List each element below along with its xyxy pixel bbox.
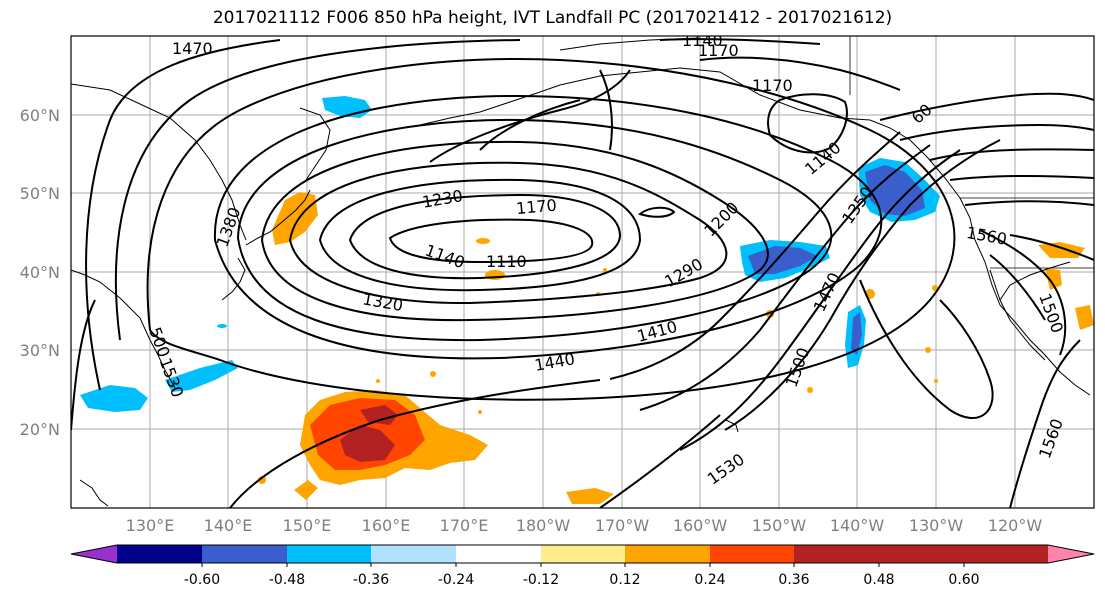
contour-label: 1140 bbox=[682, 31, 723, 50]
colorbar-tick-label: -0.24 bbox=[438, 572, 474, 588]
contour-label: 1110 bbox=[486, 252, 527, 271]
lat-label: 60°N bbox=[20, 106, 60, 125]
colorbar-bin bbox=[541, 545, 625, 563]
lat-label: 20°N bbox=[20, 420, 60, 439]
lon-label: 170°W bbox=[595, 516, 650, 535]
colorbar-bin bbox=[287, 545, 371, 563]
colorbar-bin bbox=[794, 545, 879, 563]
colorbar-tick-label: -0.36 bbox=[353, 572, 389, 588]
lon-label: 170°E bbox=[440, 516, 489, 535]
map-title: 2017021112 F006 850 hPa height, IVT Land… bbox=[212, 8, 893, 28]
lon-label: 140°E bbox=[204, 516, 253, 535]
lon-label: 150°E bbox=[283, 516, 332, 535]
colorbar-tick-label: -0.60 bbox=[184, 572, 220, 588]
colorbar-tick-label: 0.36 bbox=[778, 572, 809, 588]
colorbar: -0.60 -0.48 -0.36 -0.24 -0.12 0.12 0.24 … bbox=[70, 544, 1095, 588]
lat-label: 40°N bbox=[20, 263, 60, 282]
lon-label: 180°W bbox=[516, 516, 571, 535]
colorbar-bin bbox=[117, 545, 202, 563]
lon-label: 120°W bbox=[988, 516, 1043, 535]
colorbar-tick-label: 0.60 bbox=[948, 572, 979, 588]
colorbar-ticks: -0.60 -0.48 -0.36 -0.24 -0.12 0.12 0.24 … bbox=[184, 563, 980, 588]
colorbar-tick-label: 0.48 bbox=[863, 572, 894, 588]
lon-label: 160°W bbox=[673, 516, 728, 535]
map-frame bbox=[70, 35, 1095, 509]
colorbar-bin bbox=[202, 545, 287, 563]
lon-label: 160°E bbox=[362, 516, 411, 535]
colorbar-right-extend bbox=[1048, 545, 1094, 563]
lat-label: 50°N bbox=[20, 184, 60, 203]
lon-label: 130°E bbox=[126, 516, 175, 535]
longitude-labels: 130°E 140°E 150°E 160°E 170°E 180°W 170°… bbox=[126, 516, 1043, 535]
contour-label: 1170 bbox=[752, 76, 793, 95]
lon-label: 140°W bbox=[830, 516, 885, 535]
colorbar-bin bbox=[371, 545, 456, 563]
latitude-labels: 60°N 50°N 40°N 30°N 20°N bbox=[20, 106, 60, 439]
contour-label: 1470 bbox=[172, 39, 213, 58]
colorbar-left-extend bbox=[71, 545, 117, 563]
lon-label: 150°W bbox=[752, 516, 807, 535]
lat-label: 30°N bbox=[20, 341, 60, 360]
colorbar-bin bbox=[879, 545, 964, 563]
colorbar-tick-label: 0.24 bbox=[694, 572, 725, 588]
colorbar-tick-label: -0.12 bbox=[523, 572, 559, 588]
colorbar-bin bbox=[456, 545, 541, 563]
colorbar-tick-label: -0.48 bbox=[269, 572, 305, 588]
colorbar-tick-label: 0.12 bbox=[609, 572, 640, 588]
borders bbox=[849, 36, 1094, 269]
lon-label: 130°W bbox=[909, 516, 964, 535]
colorbar-bin bbox=[710, 545, 794, 563]
contour-label: 1170 bbox=[698, 41, 739, 60]
contour-label: 1170 bbox=[515, 196, 557, 218]
height-contours bbox=[71, 38, 1094, 508]
colorbar-bin bbox=[625, 545, 710, 563]
colorbar-bin bbox=[964, 545, 1048, 563]
